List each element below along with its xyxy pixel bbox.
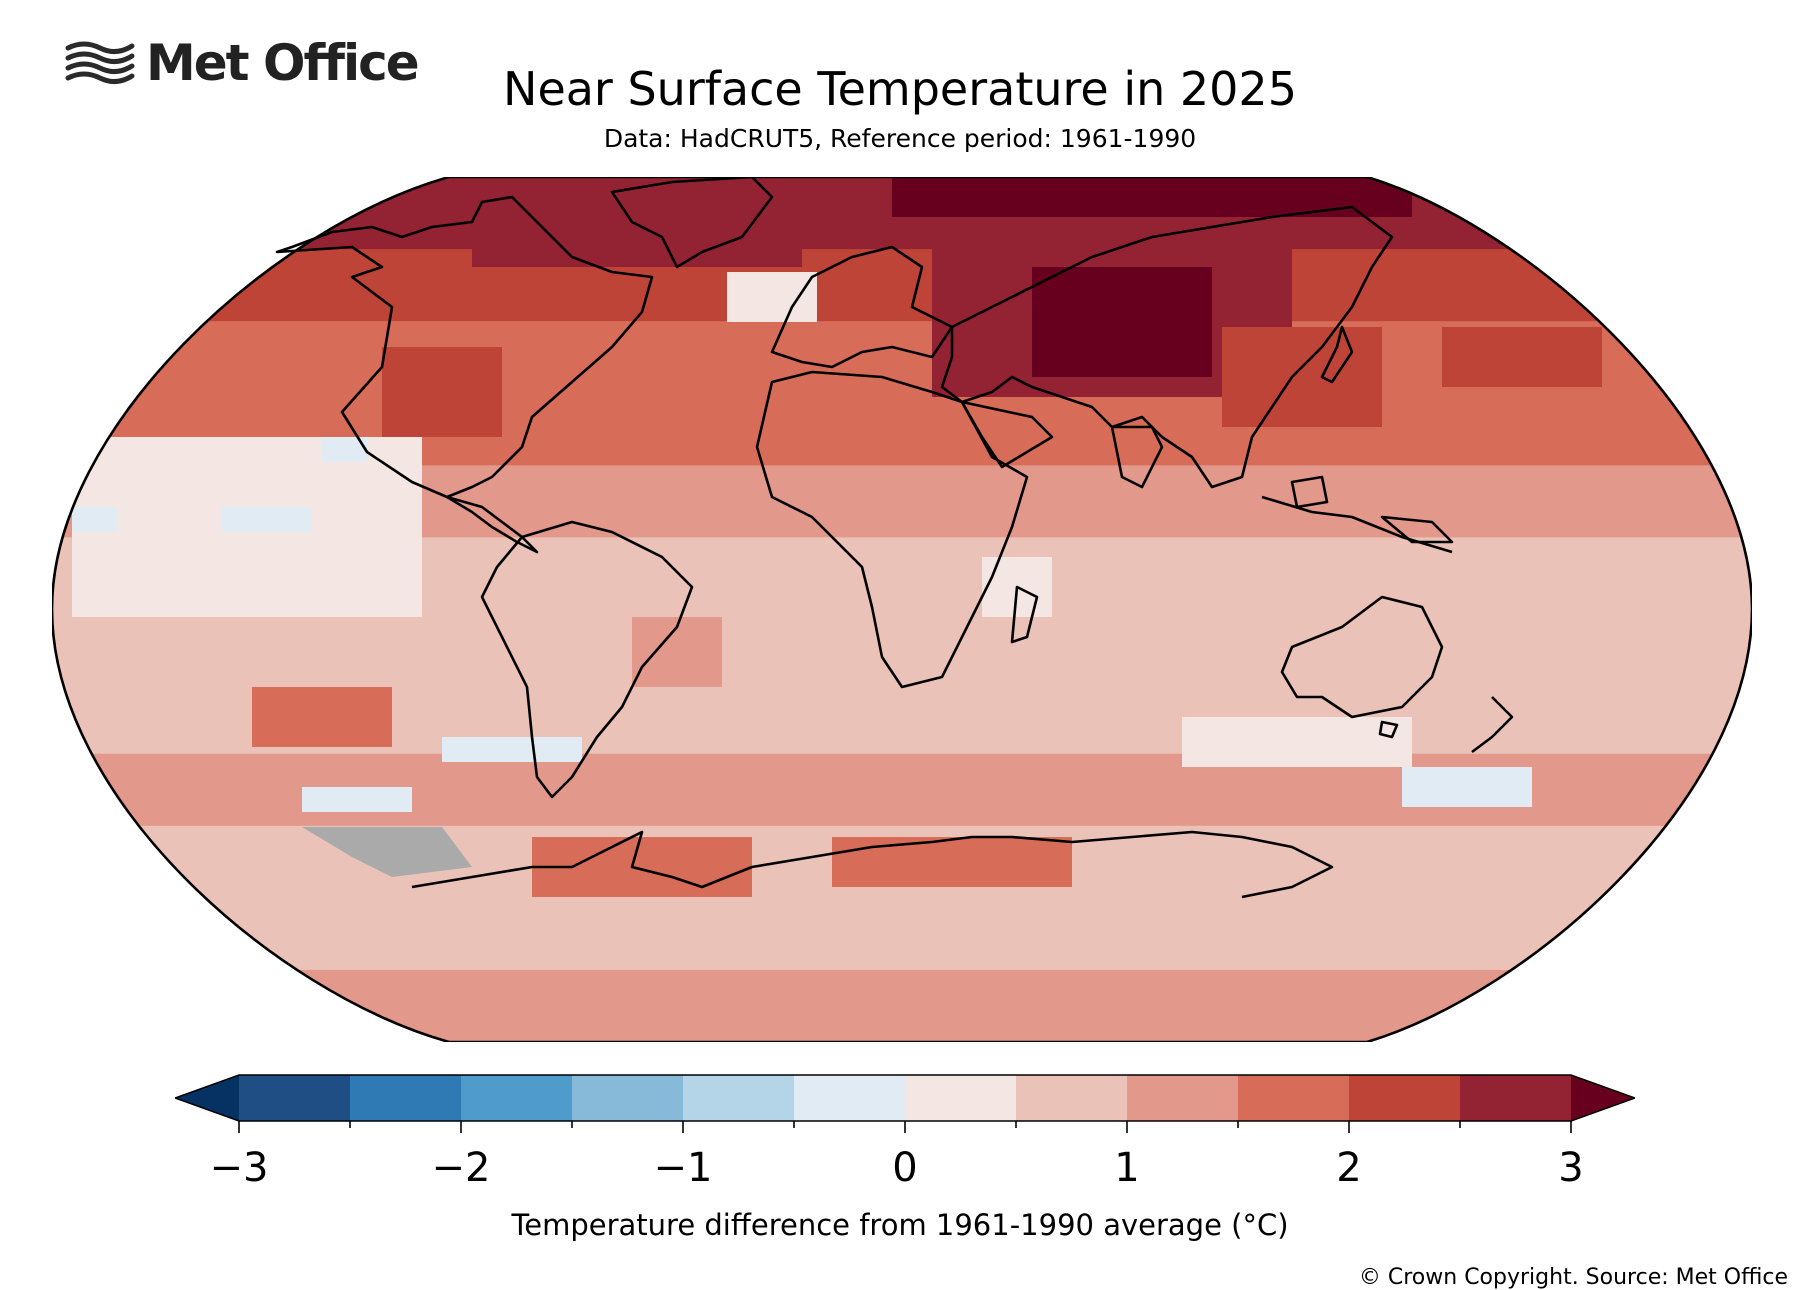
australia-coast — [1280, 595, 1444, 719]
colorbar-cell — [1127, 1075, 1239, 1121]
colorbar-cells — [239, 1075, 1572, 1121]
temperature-anomaly-map — [52, 177, 1752, 1042]
colorbar-tick-label: −2 — [431, 1145, 491, 1191]
southern-ocean-cool-patch — [1402, 767, 1532, 807]
met-office-logo: Met Office — [64, 34, 420, 92]
siberia-max-patch — [1032, 267, 1212, 377]
north-pacific-patch — [112, 347, 232, 427]
greenland-coast — [610, 177, 774, 269]
met-office-waves-icon — [65, 41, 135, 84]
map-border — [52, 177, 1752, 1042]
south-america-coast — [480, 520, 694, 799]
new-guinea-coast — [1380, 515, 1454, 544]
colorbar-cell — [572, 1075, 684, 1121]
japan-coast — [1320, 325, 1354, 384]
colorbar-tick-label: 0 — [892, 1145, 918, 1191]
africa-coast — [755, 370, 1029, 689]
tasmania-coast — [1378, 720, 1399, 739]
tropical-pacific-cool-patch — [222, 507, 312, 532]
colorbar — [175, 1074, 1635, 1133]
arctic-canada-patch — [472, 177, 802, 267]
colorbar-cell — [1349, 1075, 1461, 1121]
colorbar-cell — [683, 1075, 795, 1121]
northwest-pacific-patch — [1442, 327, 1602, 387]
colorbar-over-arrow — [1571, 1075, 1635, 1121]
asia-coast — [940, 205, 1394, 489]
colorbar-tick-label: 3 — [1558, 1145, 1584, 1191]
equatorial-pacific-cool-patch — [72, 507, 117, 532]
borneo-coast — [1290, 475, 1329, 509]
latitude-band-0 — [52, 609, 1752, 683]
southeast-pacific-cool-patch — [442, 737, 582, 762]
madagascar-coast — [1010, 585, 1039, 644]
map-title: Near Surface Temperature in 2025 — [503, 62, 1297, 116]
europe-coast — [770, 245, 954, 369]
colorbar-cell — [794, 1075, 906, 1121]
central-america-coast — [445, 495, 539, 554]
anomaly-field — [52, 177, 1752, 1042]
regional-anomaly-patches — [72, 177, 1602, 897]
missing-data-region — [302, 827, 472, 877]
colorbar-under-arrow — [175, 1075, 239, 1121]
colorbar-tick-label: 1 — [1114, 1145, 1140, 1191]
colorbar-ticks — [238, 1121, 1572, 1133]
south-pacific-warm-patch — [252, 687, 392, 747]
north-america-west-patch — [382, 347, 502, 437]
colorbar-tick-label: −1 — [653, 1145, 713, 1191]
colorbar-tick-label: −3 — [209, 1145, 269, 1191]
colorbar-cell — [905, 1075, 1017, 1121]
copyright-notice: © Crown Copyright. Source: Met Office — [1358, 1265, 1788, 1290]
india-coast — [1110, 425, 1164, 489]
antarctica-coast — [411, 830, 1334, 899]
colorbar-cell — [461, 1075, 573, 1121]
colorbar-cell — [239, 1075, 351, 1121]
north-america-coast — [275, 195, 654, 499]
latitude-band-60S — [52, 897, 1752, 971]
east-asia-patch — [1222, 327, 1382, 427]
coastlines — [275, 177, 1514, 899]
southern-indian-cool-patch — [1182, 717, 1412, 767]
logo-text: Met Office — [146, 34, 420, 92]
new-zealand-coast — [1471, 696, 1514, 754]
arabian-peninsula-coast — [960, 400, 1054, 469]
colorbar-cell — [350, 1075, 462, 1121]
north-atlantic-cool-patch — [727, 272, 817, 322]
map-subtitle: Data: HadCRUT5, Reference period: 1961-1… — [603, 124, 1197, 153]
colorbar-tick-label: 2 — [1336, 1145, 1362, 1191]
east-antarctica-warm-patch — [832, 837, 1072, 887]
colorbar-cell — [1460, 1075, 1572, 1121]
colorbar-cell — [1016, 1075, 1128, 1121]
colorbar-label: Temperature difference from 1961-1990 av… — [511, 1208, 1289, 1242]
south-pacific-cool-patch — [302, 787, 412, 812]
arctic-russia-patch — [892, 177, 1412, 217]
latitude-band-70N — [52, 249, 1752, 323]
colorbar-cell — [1238, 1075, 1350, 1121]
